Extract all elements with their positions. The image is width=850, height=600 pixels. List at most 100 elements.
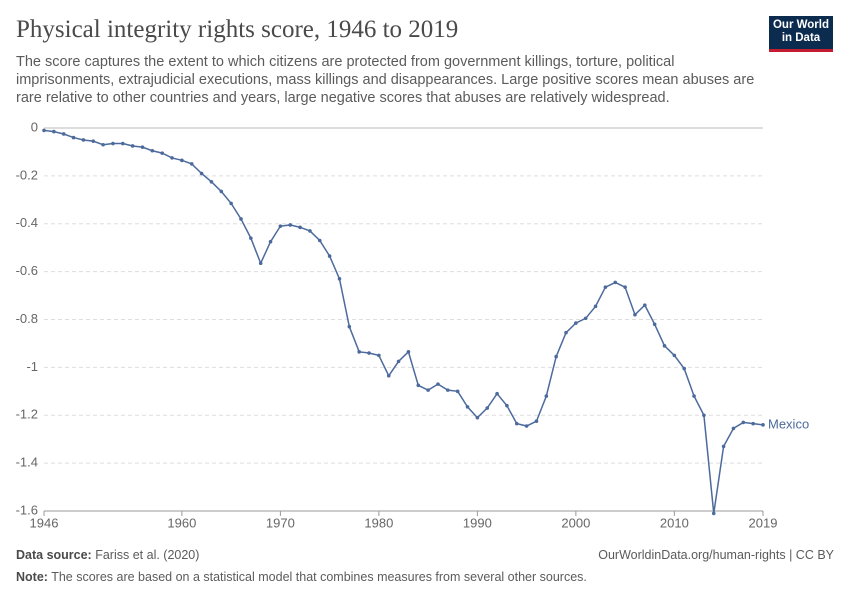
x-tick-label: 2019	[749, 515, 778, 530]
point	[298, 225, 302, 230]
logo-line: in Data	[781, 32, 821, 44]
point	[357, 350, 361, 354]
point	[386, 373, 391, 378]
point	[426, 388, 430, 392]
point	[61, 132, 66, 136]
note-text: The scores are based on a statistical mo…	[51, 570, 587, 584]
point	[465, 405, 470, 409]
point	[741, 420, 746, 425]
point	[662, 344, 667, 348]
x-tick-label: 1970	[266, 515, 295, 530]
point	[239, 217, 243, 221]
point	[613, 280, 618, 285]
point	[603, 285, 608, 289]
point	[751, 421, 755, 426]
source-label: Data source:	[16, 548, 92, 562]
point	[396, 359, 401, 364]
point	[91, 139, 96, 143]
point	[475, 415, 480, 420]
logo[interactable]: Our World in Data	[769, 16, 833, 52]
point	[702, 413, 706, 418]
point	[189, 162, 194, 166]
point	[652, 322, 657, 327]
logo-line: Our World	[772, 19, 829, 31]
y-tick-label: 0	[31, 119, 38, 134]
point	[643, 303, 647, 307]
point	[150, 148, 155, 153]
point	[455, 389, 460, 394]
note: Note: The scores are based on a statisti…	[16, 570, 587, 584]
series-line	[43, 129, 764, 514]
point	[574, 321, 578, 325]
y-tick-label: -1	[26, 359, 38, 374]
url[interactable]: OurWorldinData.org/human-rights | CC BY	[598, 548, 834, 562]
point	[209, 180, 214, 184]
point	[249, 236, 253, 240]
x-tick-label: 1990	[463, 515, 492, 530]
point	[367, 351, 371, 355]
point	[761, 423, 765, 427]
point	[436, 382, 440, 386]
x-tick-label: 2010	[660, 515, 689, 530]
x-tick-label: 2000	[561, 515, 590, 530]
note-label: Note:	[16, 570, 48, 584]
x-tick-label: 1980	[364, 515, 393, 530]
point	[288, 223, 293, 227]
point	[682, 366, 687, 371]
point	[672, 353, 677, 358]
point	[229, 201, 233, 206]
y-tick-label: -0.8	[16, 311, 38, 326]
point	[120, 141, 125, 146]
point	[505, 403, 509, 408]
point	[446, 388, 450, 392]
point	[711, 511, 716, 516]
point	[406, 350, 411, 354]
point	[317, 238, 322, 243]
source: Data source: Fariss et al. (2020)	[16, 548, 199, 562]
point	[180, 158, 184, 163]
point	[327, 254, 332, 258]
point	[692, 394, 696, 398]
point	[308, 229, 312, 233]
point	[199, 171, 204, 176]
point	[347, 324, 352, 329]
y-tick-label: -0.6	[16, 263, 38, 278]
point	[514, 421, 519, 426]
point	[495, 391, 499, 396]
y-tick-label: -0.2	[16, 167, 38, 182]
point	[337, 277, 342, 281]
point	[534, 419, 539, 424]
point	[268, 239, 273, 244]
y-tick-label: -1.6	[16, 502, 38, 517]
point	[219, 189, 224, 194]
point	[416, 383, 421, 388]
source-text: Fariss et al. (2020)	[95, 548, 200, 562]
point	[524, 424, 529, 428]
chart-title: Physical integrity rights score, 1946 to…	[16, 16, 459, 43]
point	[554, 354, 558, 359]
point	[721, 444, 726, 449]
point	[485, 406, 490, 410]
point	[633, 312, 637, 317]
point	[101, 142, 105, 147]
point	[258, 261, 263, 266]
x-tick-label: 1960	[167, 515, 196, 530]
point	[731, 426, 736, 431]
chart-subtitle: The score captures the extent to which c…	[16, 54, 755, 106]
point	[544, 394, 549, 398]
point	[42, 128, 46, 133]
point	[71, 135, 76, 140]
point	[623, 285, 627, 289]
point	[81, 138, 86, 142]
point	[564, 330, 568, 335]
point	[140, 145, 145, 149]
point	[130, 144, 135, 148]
point	[52, 129, 56, 134]
point	[377, 353, 381, 358]
y-tick-label: -1.2	[16, 407, 38, 422]
point	[170, 156, 174, 160]
point	[278, 224, 283, 228]
point	[583, 316, 588, 321]
